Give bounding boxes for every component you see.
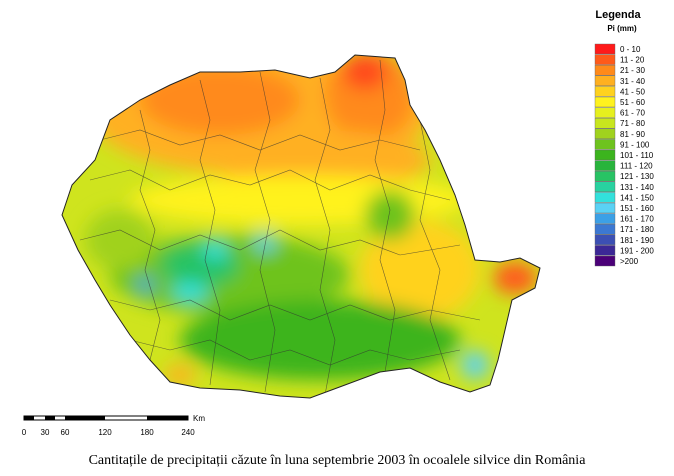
legend-swatch (594, 223, 616, 235)
legend-label: 31 - 40 (620, 77, 645, 86)
legend-swatch (594, 255, 616, 267)
legend-swatch (594, 181, 616, 193)
scale-unit: Km (193, 414, 205, 423)
scale-bar: Km (23, 414, 205, 423)
legend-swatch (594, 128, 616, 140)
legend-label: 161 - 170 (620, 215, 654, 224)
legend-label: 141 - 150 (620, 193, 654, 202)
legend-label: 11 - 20 (620, 56, 645, 65)
legend-label: 41 - 50 (620, 87, 645, 96)
legend-label: 121 - 130 (620, 172, 654, 181)
legend-swatch (594, 213, 616, 224)
legend-swatch (594, 64, 616, 76)
caption: Cantitațile de precipitații căzute în lu… (89, 453, 587, 468)
legend-swatch (594, 139, 616, 150)
legend-swatch (594, 149, 616, 161)
legend-swatch (594, 43, 616, 55)
legend-swatch (594, 170, 616, 182)
legend-swatch (594, 192, 616, 203)
legend-label: 191 - 200 (620, 246, 654, 255)
scale-label: 240 (181, 428, 195, 437)
legend-swatch (594, 54, 616, 65)
legend-swatch (594, 75, 616, 87)
legend-swatch (594, 234, 616, 246)
legend-swatch (594, 107, 616, 118)
legend-label: 51 - 60 (620, 98, 645, 107)
legend-label: 131 - 140 (620, 183, 654, 192)
legend-swatch (594, 86, 616, 97)
legend-label: 71 - 80 (620, 119, 645, 128)
legend-label: 101 - 110 (620, 151, 654, 160)
scale-label: 60 (61, 428, 70, 437)
scale-label: 30 (41, 428, 50, 437)
country-outline (61, 54, 541, 399)
legend-label: 151 - 160 (620, 204, 654, 213)
legend-unit: Pi (mm) (607, 24, 637, 33)
scale-label: 180 (140, 428, 154, 437)
legend-label: 21 - 30 (620, 66, 645, 75)
precipitation-surface (62, 55, 540, 398)
legend-label: 91 - 100 (620, 140, 650, 149)
legend-title: Legenda (595, 9, 641, 21)
legend-swatch (594, 117, 616, 129)
legend-swatch (594, 202, 616, 214)
legend-label: 111 - 120 (620, 162, 653, 171)
scale-labels: 0 30 60 120 180 240 (22, 428, 195, 437)
scale-label: 0 (22, 428, 27, 437)
legend-label: 81 - 90 (620, 130, 645, 139)
legend-swatch (594, 160, 616, 171)
legend-label: 171 - 180 (620, 225, 654, 234)
legend-label: 0 - 10 (620, 45, 641, 54)
legend-swatch (594, 245, 616, 256)
legend-label: 181 - 190 (620, 236, 654, 245)
legend-label: 61 - 70 (620, 109, 645, 118)
scale-label: 120 (98, 428, 112, 437)
legend-swatch (594, 96, 616, 108)
legend-label: >200 (620, 257, 639, 266)
